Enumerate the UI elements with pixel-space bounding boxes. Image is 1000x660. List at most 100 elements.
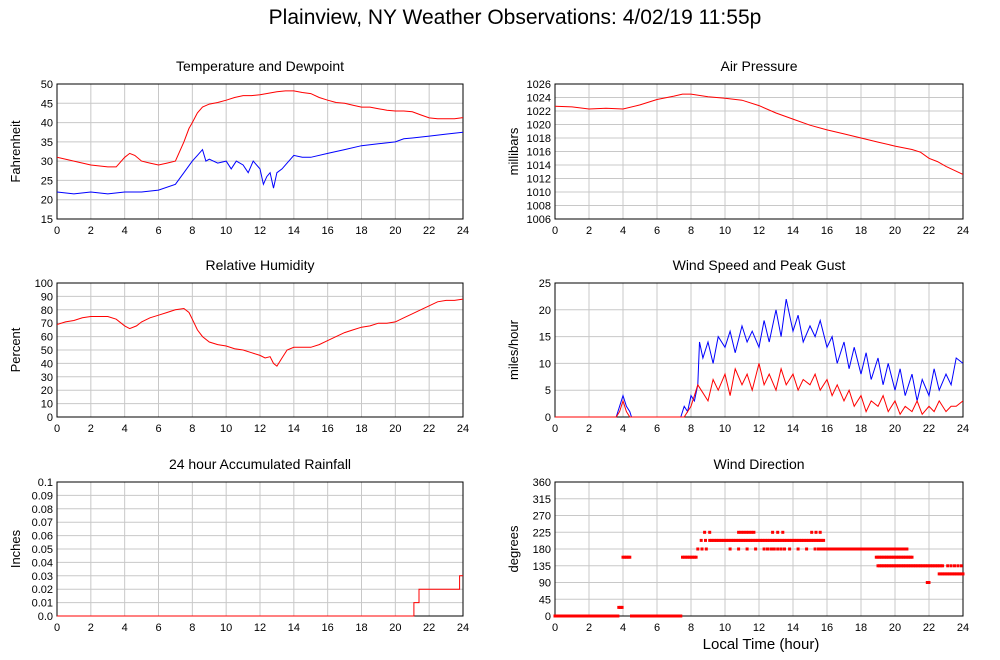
x-tick-label: 6 [155, 423, 161, 435]
direction-point [958, 572, 962, 576]
x-tick-label: 16 [322, 225, 334, 237]
direction-point [930, 564, 934, 568]
direction-point [862, 547, 866, 551]
direction-point [791, 538, 795, 542]
direction-point [803, 538, 807, 542]
x-tick-label: 20 [889, 622, 901, 634]
series-line-0 [555, 93, 963, 175]
chart-title: Relative Humidity [206, 257, 315, 273]
y-tick-label: 45 [41, 98, 53, 110]
direction-point [783, 547, 786, 551]
x-tick-label: 24 [457, 225, 469, 237]
x-tick-label: 18 [855, 225, 867, 237]
x-tick-label: 20 [389, 423, 401, 435]
direction-point [677, 614, 681, 618]
direction-point [700, 547, 704, 551]
direction-point [942, 572, 946, 576]
x-tick-label: 12 [254, 622, 266, 634]
direction-point [822, 547, 826, 551]
x-tick-label: 6 [654, 225, 660, 237]
direction-point [723, 538, 727, 542]
direction-point [861, 547, 865, 551]
direction-point [900, 555, 904, 559]
chart-humidity: Relative HumidityPercent0102030405060708… [8, 257, 469, 435]
x-tick-label: 6 [155, 622, 161, 634]
direction-point [606, 614, 610, 618]
direction-point [849, 547, 853, 551]
direction-point [881, 555, 885, 559]
direction-point [936, 564, 939, 568]
direction-point [815, 538, 819, 542]
page-title: Plainview, NY Weather Observations: 4/02… [268, 6, 762, 29]
direction-point [949, 564, 953, 568]
direction-point [798, 538, 802, 542]
y-tick-label: 15 [41, 214, 53, 226]
direction-point [876, 564, 880, 568]
x-tick-label: 24 [957, 225, 969, 237]
direction-point [885, 564, 888, 568]
direction-point [822, 538, 826, 542]
direction-point [939, 572, 943, 576]
y-tick-label: 0.03 [32, 571, 53, 583]
x-tick-label: 12 [753, 423, 765, 435]
direction-point [781, 538, 785, 542]
direction-point [754, 538, 758, 542]
direction-point [805, 547, 809, 551]
y-tick-label: 80 [41, 305, 53, 317]
direction-point [597, 614, 601, 618]
direction-point [560, 614, 564, 618]
direction-point [805, 538, 809, 542]
direction-point [823, 547, 827, 551]
direction-point [879, 547, 883, 551]
direction-point [779, 538, 783, 542]
chart-title: Air Pressure [720, 58, 797, 74]
x-tick-label: 24 [457, 423, 469, 435]
direction-point [607, 614, 611, 618]
direction-point [876, 555, 880, 559]
plot-frame [56, 282, 464, 418]
direction-point [772, 538, 776, 542]
direction-point [704, 538, 707, 542]
direction-point [638, 614, 642, 618]
direction-point [592, 614, 596, 618]
direction-point [762, 547, 766, 551]
direction-point [859, 547, 863, 551]
x-tick-label: 2 [586, 423, 592, 435]
direction-point [744, 530, 748, 534]
direction-point [735, 538, 739, 542]
direction-point [937, 564, 941, 568]
direction-point [774, 538, 778, 542]
y-tick-label: 1010 [527, 187, 551, 199]
direction-point [810, 530, 814, 534]
y-tick-label: 0.02 [32, 584, 53, 596]
direction-point [742, 538, 746, 542]
direction-point [558, 614, 562, 618]
direction-point [878, 547, 882, 551]
direction-point [619, 605, 622, 609]
direction-point [954, 572, 958, 576]
direction-point [873, 547, 877, 551]
direction-point [941, 572, 945, 576]
y-tick-label: 60 [41, 332, 53, 344]
direction-point [919, 564, 922, 568]
direction-point [749, 538, 752, 542]
direction-point [740, 538, 744, 542]
y-tick-label: 0.04 [32, 557, 53, 569]
x-tick-label: 8 [189, 225, 195, 237]
x-tick-label: 0 [54, 622, 60, 634]
x-tick-label: 0 [54, 225, 60, 237]
x-tick-label: 2 [88, 225, 94, 237]
x-tick-label: 10 [220, 225, 232, 237]
x-tick-label: 4 [620, 225, 626, 237]
direction-point [726, 538, 730, 542]
direction-point [786, 538, 790, 542]
direction-point [752, 530, 756, 534]
x-tick-label: 24 [457, 622, 469, 634]
direction-point [891, 564, 895, 568]
series-line-0 [57, 298, 463, 367]
direction-point [602, 614, 606, 618]
series-line-0 [57, 90, 463, 168]
direction-point [681, 555, 684, 559]
direction-point [563, 614, 567, 618]
